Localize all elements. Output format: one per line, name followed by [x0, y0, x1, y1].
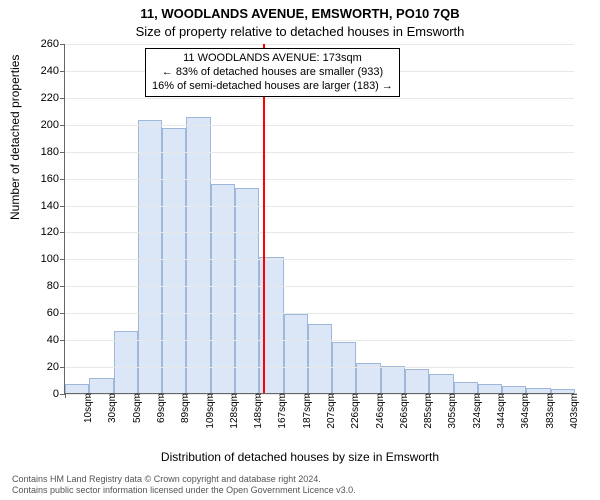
histogram-bar: [308, 324, 332, 393]
footer-line-1: Contains HM Land Registry data © Crown c…: [12, 474, 588, 485]
y-tick-mark: [60, 152, 65, 153]
y-axis-label: Number of detached properties: [8, 55, 22, 220]
page-subtitle: Size of property relative to detached ho…: [0, 24, 600, 39]
x-tick-label: 148sqm: [251, 393, 264, 429]
gridline: [65, 340, 574, 341]
gridline: [65, 44, 574, 45]
histogram-bar: [381, 366, 405, 393]
histogram-bar: [405, 369, 429, 393]
x-tick-label: 30sqm: [105, 393, 118, 423]
annotation-box: 11 WOODLANDS AVENUE: 173sqm← 83% of deta…: [145, 48, 400, 97]
x-tick-label: 364sqm: [518, 393, 531, 429]
x-tick-mark: [332, 393, 333, 398]
x-tick-mark: [211, 393, 212, 398]
y-tick-mark: [60, 286, 65, 287]
x-tick-label: 89sqm: [178, 393, 191, 423]
y-tick-mark: [60, 98, 65, 99]
x-tick-mark: [381, 393, 382, 398]
x-tick-label: 266sqm: [397, 393, 410, 429]
annotation-line: ← 83% of detached houses are smaller (93…: [152, 66, 393, 80]
histogram-bar: [162, 128, 186, 393]
gridline: [65, 367, 574, 368]
x-tick-label: 246sqm: [373, 393, 386, 429]
x-tick-label: 207sqm: [324, 393, 337, 429]
y-tick-mark: [60, 125, 65, 126]
histogram-bar: [89, 378, 113, 393]
histogram-bar: [429, 374, 453, 393]
histogram-bar: [454, 382, 478, 393]
x-tick-mark: [89, 393, 90, 398]
x-tick-label: 50sqm: [130, 393, 143, 423]
chart-container: 11, WOODLANDS AVENUE, EMSWORTH, PO10 7QB…: [0, 0, 600, 500]
gridline: [65, 125, 574, 126]
x-tick-label: 324sqm: [470, 393, 483, 429]
x-tick-label: 128sqm: [227, 393, 240, 429]
x-tick-mark: [235, 393, 236, 398]
x-tick-mark: [429, 393, 430, 398]
x-tick-mark: [454, 393, 455, 398]
gridline: [65, 152, 574, 153]
x-tick-mark: [405, 393, 406, 398]
y-tick-mark: [60, 232, 65, 233]
y-tick-mark: [60, 44, 65, 45]
gridline: [65, 313, 574, 314]
gridline: [65, 206, 574, 207]
y-tick-mark: [60, 313, 65, 314]
x-tick-mark: [65, 393, 66, 398]
x-tick-label: 344sqm: [494, 393, 507, 429]
x-axis-label: Distribution of detached houses by size …: [0, 450, 600, 464]
histogram-bar: [186, 117, 210, 393]
x-tick-label: 285sqm: [421, 393, 434, 429]
x-tick-label: 167sqm: [275, 393, 288, 429]
x-tick-mark: [526, 393, 527, 398]
gridline: [65, 259, 574, 260]
y-tick-mark: [60, 340, 65, 341]
x-tick-label: 69sqm: [154, 393, 167, 423]
y-tick-mark: [60, 206, 65, 207]
x-tick-label: 403sqm: [567, 393, 580, 429]
y-tick-mark: [60, 179, 65, 180]
y-tick-mark: [60, 367, 65, 368]
histogram-chart: 02040608010012014016018020022024026010sq…: [64, 44, 574, 394]
x-tick-label: 109sqm: [203, 393, 216, 429]
x-tick-mark: [551, 393, 552, 398]
y-tick-mark: [60, 259, 65, 260]
x-tick-label: 226sqm: [348, 393, 361, 429]
histogram-bar: [211, 184, 235, 393]
x-tick-mark: [284, 393, 285, 398]
x-tick-mark: [502, 393, 503, 398]
gridline: [65, 232, 574, 233]
x-tick-mark: [186, 393, 187, 398]
x-tick-mark: [138, 393, 139, 398]
x-tick-mark: [162, 393, 163, 398]
x-tick-mark: [114, 393, 115, 398]
footer-line-2: Contains public sector information licen…: [12, 485, 588, 496]
y-tick-mark: [60, 71, 65, 72]
annotation-line: 16% of semi-detached houses are larger (…: [152, 80, 393, 94]
x-tick-mark: [356, 393, 357, 398]
x-tick-label: 305sqm: [445, 393, 458, 429]
gridline: [65, 286, 574, 287]
footer-attribution: Contains HM Land Registry data © Crown c…: [12, 474, 588, 496]
page-title: 11, WOODLANDS AVENUE, EMSWORTH, PO10 7QB: [0, 6, 600, 21]
x-tick-mark: [259, 393, 260, 398]
x-tick-label: 383sqm: [543, 393, 556, 429]
x-tick-mark: [478, 393, 479, 398]
histogram-bar: [235, 188, 259, 393]
annotation-line: 11 WOODLANDS AVENUE: 173sqm: [152, 52, 393, 66]
gridline: [65, 98, 574, 99]
histogram-bar: [502, 386, 526, 393]
x-tick-mark: [308, 393, 309, 398]
x-tick-label: 10sqm: [81, 393, 94, 423]
gridline: [65, 179, 574, 180]
histogram-bar: [284, 314, 308, 393]
x-tick-label: 187sqm: [300, 393, 313, 429]
histogram-bar: [478, 384, 502, 393]
histogram-bar: [65, 384, 89, 393]
histogram-bar: [138, 120, 162, 393]
